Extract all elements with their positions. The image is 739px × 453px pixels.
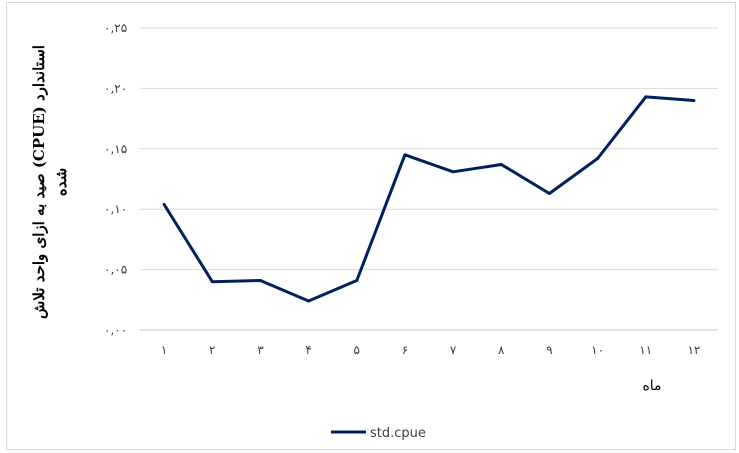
data-point bbox=[403, 153, 407, 157]
data-point bbox=[451, 170, 455, 174]
series-line-std-cpue bbox=[162, 95, 695, 303]
series-layer bbox=[162, 95, 696, 303]
x-tick-label: ۵ bbox=[354, 343, 360, 357]
data-point bbox=[307, 299, 311, 303]
data-point bbox=[692, 98, 696, 102]
y-tick-label: ۰,۰۰ bbox=[104, 323, 127, 337]
data-point bbox=[547, 191, 551, 195]
x-tick-label: ۹ bbox=[546, 343, 552, 357]
x-tick-label: ۱۰ bbox=[591, 343, 604, 357]
y-tick-label: ۰,۱۵ bbox=[104, 142, 127, 156]
y-axis-label-line2: شده bbox=[52, 168, 70, 196]
x-tick-label: ۴ bbox=[305, 343, 311, 357]
y-tick-label: ۰,۰۵ bbox=[104, 263, 127, 277]
x-axis-label: ماه bbox=[642, 378, 661, 394]
y-axis-label-line1: صید به ازای واحد تلاش (CPUE) استاندارد bbox=[30, 45, 48, 319]
data-point bbox=[258, 278, 262, 282]
y-tick-label: ۰,۲۰ bbox=[104, 81, 127, 95]
x-tick-label: ۱۱ bbox=[639, 343, 652, 357]
data-point bbox=[644, 95, 648, 99]
x-tick-label: ۷ bbox=[450, 343, 457, 357]
y-tick-label: ۰,۱۰ bbox=[104, 202, 127, 216]
data-point bbox=[499, 163, 503, 167]
y-axis-ticks: ۰,۰۰ ۰,۰۵ ۰,۱۰ ۰,۱۵ ۰,۲۰ ۰,۲۵ bbox=[104, 21, 127, 337]
x-tick-label: ۶ bbox=[402, 343, 408, 357]
x-tick-label: ۳ bbox=[257, 343, 264, 357]
gridlines bbox=[140, 27, 718, 271]
x-tick-label: ۱ bbox=[161, 343, 167, 357]
data-point bbox=[162, 202, 166, 206]
x-axis-ticks: ۱ ۲ ۳ ۴ ۵ ۶ ۷ ۸ ۹ ۱۰ ۱۱ ۱۲ bbox=[161, 343, 701, 357]
legend: std.cpue bbox=[331, 426, 426, 441]
y-tick-label: ۰,۲۵ bbox=[104, 21, 127, 35]
chart-frame bbox=[6, 2, 736, 450]
x-tick-label: ۸ bbox=[498, 343, 505, 357]
data-point bbox=[355, 278, 359, 282]
data-point bbox=[210, 280, 214, 284]
legend-label: std.cpue bbox=[370, 426, 426, 441]
x-tick-label: ۲ bbox=[209, 343, 215, 357]
data-point bbox=[596, 156, 600, 160]
x-tick-label: ۱۲ bbox=[687, 343, 700, 357]
